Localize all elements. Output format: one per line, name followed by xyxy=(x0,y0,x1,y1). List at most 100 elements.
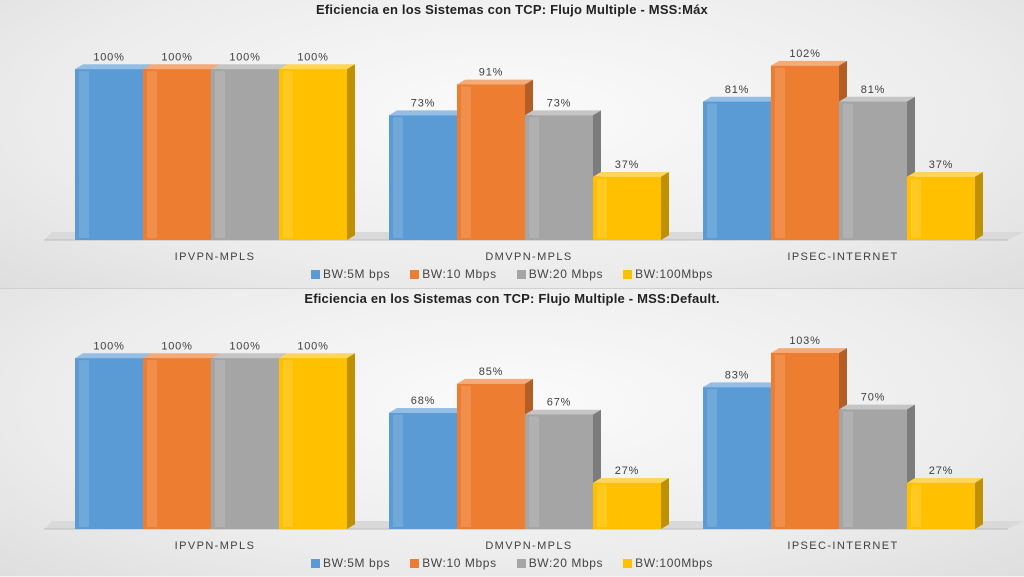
data-label: 103% xyxy=(789,335,820,347)
bar-top-face xyxy=(279,353,355,359)
bar-highlight xyxy=(283,360,293,527)
legend-item-bw-10-mbps: BW:10 Mbps xyxy=(410,556,496,570)
data-label: 67% xyxy=(547,397,571,409)
data-label: 81% xyxy=(725,84,749,96)
data-label: 83% xyxy=(725,369,749,381)
bar-top-face xyxy=(211,64,287,70)
bar-ipsec-internet-bw-20-mbps xyxy=(839,96,915,241)
legend-label: BW:20 Mbps xyxy=(528,556,604,570)
legend-item-bw-100mbps: BW:100Mbps xyxy=(623,267,713,281)
bar-dmvpn-mpls-bw-100mbps xyxy=(593,478,669,529)
bar-side-face xyxy=(347,64,355,240)
bar-chart-mss-default: 100% 100% 100% 100% IPVPN-MPLS 68% 85% 67% 27% DM… xyxy=(44,335,1024,552)
bar-top-face xyxy=(75,353,151,359)
bar-top-face xyxy=(771,348,847,353)
bar-ipvpn-mpls-bw-5m-bps xyxy=(75,64,151,240)
bar-highlight xyxy=(529,117,539,238)
data-label: 100% xyxy=(229,51,260,63)
bar-side-face xyxy=(661,478,669,529)
data-label: 100% xyxy=(229,340,260,352)
legend-item-bw-5m-bps: BW:5M bps xyxy=(311,556,390,570)
legend-swatch xyxy=(623,270,633,279)
bar-highlight xyxy=(79,360,89,527)
bar-ipvpn-mpls-bw-20-mbps xyxy=(211,353,287,529)
bar-dmvpn-mpls-bw-5m-bps xyxy=(389,110,465,240)
category-label: DMVPN-MPLS xyxy=(485,251,572,263)
legend-label: BW:20 Mbps xyxy=(528,267,604,281)
legend-swatch xyxy=(410,559,420,568)
bar-top-face xyxy=(703,96,779,102)
legend-swatch xyxy=(516,559,526,568)
bar-top-face xyxy=(143,64,219,70)
legend-swatch xyxy=(516,270,526,279)
bar-dmvpn-mpls-bw-10-mbps xyxy=(457,79,533,241)
bar-ipsec-internet-bw-5m-bps xyxy=(703,382,779,529)
data-label: 100% xyxy=(297,340,328,352)
category-label: IPVPN-MPLS xyxy=(175,540,256,552)
bar-highlight xyxy=(597,484,607,527)
bar-ipvpn-mpls-bw-100mbps xyxy=(279,353,355,529)
legend-item-bw-5m-bps: BW:5M bps xyxy=(311,267,390,281)
bar-ipsec-internet-bw-100mbps xyxy=(907,478,983,529)
bar-top-face xyxy=(907,171,983,177)
legend-item-bw-100mbps: BW:100Mbps xyxy=(623,556,713,570)
bar-dmvpn-mpls-bw-100mbps xyxy=(593,171,669,240)
legend-label: BW:10 Mbps xyxy=(422,267,497,281)
bar-top-face xyxy=(279,64,355,70)
data-label: 100% xyxy=(297,51,328,63)
data-label: 37% xyxy=(615,159,639,171)
bar-highlight xyxy=(911,484,921,527)
bar-highlight xyxy=(707,389,717,527)
bar-ipvpn-mpls-bw-10-mbps xyxy=(143,64,219,240)
legend-label: BW:5M bps xyxy=(323,556,391,570)
data-label: 73% xyxy=(547,97,571,109)
legend-item-bw-20-mbps: BW:20 Mbps xyxy=(516,267,604,281)
bar-highlight xyxy=(707,103,717,239)
bar-highlight xyxy=(461,385,471,527)
bar-top-face xyxy=(389,110,465,116)
legend-item-bw-10-mbps: BW:10 Mbps xyxy=(410,267,496,281)
legend-label: BW:100Mbps xyxy=(635,556,713,570)
bar-ipsec-internet-bw-100mbps xyxy=(907,171,983,240)
bar-ipsec-internet-bw-10-mbps xyxy=(771,60,847,240)
chart-legend: BW:5M bps BW:10 Mbps BW:20 Mbps BW:100Mbps xyxy=(0,556,1024,570)
bar-highlight xyxy=(147,360,157,527)
bar-highlight xyxy=(843,411,853,527)
bar-highlight xyxy=(775,354,785,527)
bar-highlight xyxy=(283,71,293,238)
bar-side-face xyxy=(661,171,669,240)
bar-highlight xyxy=(393,117,403,238)
legend-swatch xyxy=(311,559,320,568)
bar-highlight xyxy=(911,178,921,238)
bar-top-face xyxy=(75,64,151,70)
bar-highlight xyxy=(79,71,89,238)
bar-top-face xyxy=(907,478,983,483)
chart-panel-mss-max: Eficiencia en los Sistemas con TCP: Fluj… xyxy=(0,0,1024,288)
bar-highlight xyxy=(215,71,225,238)
bar-highlight xyxy=(393,414,403,527)
bar-top-face xyxy=(839,404,915,410)
legend-swatch xyxy=(410,270,420,279)
legend-item-bw-20-mbps: BW:20 Mbps xyxy=(516,556,604,570)
bar-top-face xyxy=(703,382,779,388)
bar-highlight xyxy=(529,416,539,527)
data-label: 100% xyxy=(93,340,124,352)
bar-ipvpn-mpls-bw-100mbps xyxy=(279,64,355,240)
data-label: 27% xyxy=(929,465,953,477)
bar-dmvpn-mpls-bw-5m-bps xyxy=(389,407,465,529)
legend-label: BW:10 Mbps xyxy=(422,556,497,570)
data-label: 70% xyxy=(861,392,885,404)
bar-dmvpn-mpls-bw-20-mbps xyxy=(525,409,601,529)
bar-highlight xyxy=(147,71,157,238)
category-label: IPSEC-INTERNET xyxy=(787,251,898,263)
bar-ipvpn-mpls-bw-20-mbps xyxy=(211,64,287,240)
bar-top-face xyxy=(457,378,533,384)
data-label: 68% xyxy=(411,395,435,407)
chart-title: Eficiencia en los Sistemas con TCP: Fluj… xyxy=(316,2,708,17)
bar-highlight xyxy=(461,86,471,239)
legend-label: BW:100Mbps xyxy=(635,267,713,281)
bar-highlight xyxy=(597,178,607,238)
bar-top-face xyxy=(389,407,465,413)
data-label: 27% xyxy=(615,465,639,477)
